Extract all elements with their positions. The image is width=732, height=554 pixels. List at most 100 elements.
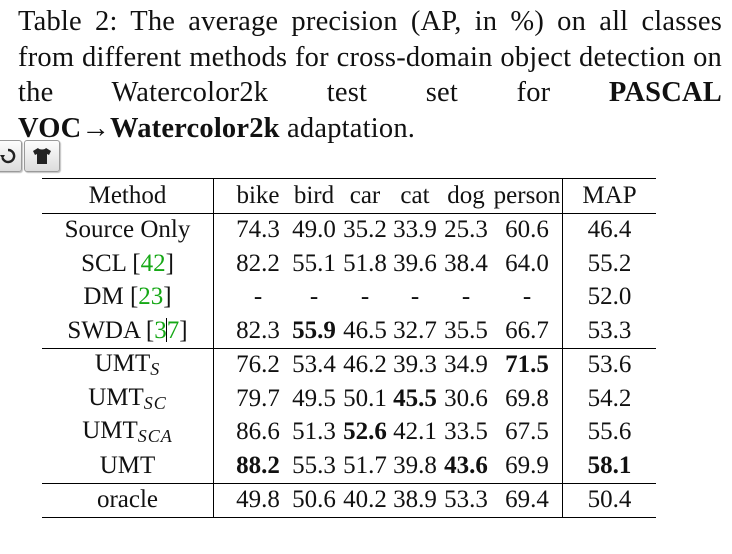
caption-text: Table 2: The average precision (AP, in %… (18, 6, 722, 108)
cell-car: - (360, 283, 370, 311)
header-cat: cat (390, 178, 440, 213)
cell-car: 35.2 (340, 212, 390, 247)
row-method: UMTS (42, 347, 214, 382)
cell-person: 60.6 (492, 212, 563, 247)
cell-dog: 38.4 (444, 249, 488, 277)
citation-link[interactable]: 7 (166, 316, 180, 344)
cell-bird: 55.9 (292, 316, 336, 344)
cell-person: 66.7 (505, 316, 549, 344)
cell-person: 71.5 (492, 347, 563, 382)
cell-bike: 49.8 (213, 482, 288, 518)
floating-toolbar (0, 140, 60, 172)
cell-bike: 79.7 (236, 384, 280, 412)
cell-person: - (522, 283, 532, 311)
table-row: UMTSCA 86.6 51.3 52.6 42.1 33.5 67.5 55.… (42, 415, 656, 449)
cell-dog: 25.3 (440, 212, 492, 247)
table-row: oracle 49.8 50.6 40.2 38.9 53.3 69.4 50.… (42, 482, 656, 518)
cell-bird: 50.6 (288, 482, 340, 518)
cell-person: 69.8 (505, 384, 549, 412)
table-row: UMTS 76.2 53.4 46.2 39.3 34.9 71.5 53.6 (42, 347, 656, 382)
method-name: UMT (82, 417, 138, 445)
results-table: Method bike bird car cat dog person MAP … (42, 178, 656, 518)
row-method: UMTSCA (42, 415, 214, 449)
table-row: UMT 88.2 55.3 51.7 39.8 43.6 69.9 58.1 (42, 449, 656, 483)
cell-cat: 39.8 (393, 451, 437, 479)
shirt-icon (33, 148, 51, 164)
table-row: SWDA [37] 82.3 55.9 46.5 32.7 35.5 66.7 … (42, 314, 656, 348)
cell-bird: 55.3 (292, 451, 336, 479)
header-dog: dog (440, 178, 492, 213)
cell-map: 52.0 (562, 280, 656, 314)
row-method: SCL [42] (42, 247, 214, 281)
cell-person: 69.4 (492, 482, 563, 518)
rotate-icon (0, 148, 16, 164)
cell-map: 54.2 (562, 382, 656, 416)
caption-text-end: adaptation. (279, 112, 416, 144)
cell-bird: 55.1 (292, 249, 336, 277)
header-person: person (492, 178, 563, 213)
cell-bike: 82.2 (236, 249, 280, 277)
row-method: oracle (42, 482, 214, 518)
cell-cat: 39.6 (393, 249, 437, 277)
header-bird: bird (288, 178, 340, 213)
cell-bird: 49.5 (292, 384, 336, 412)
citation-link[interactable]: 42 (140, 249, 166, 277)
header-car: car (340, 178, 390, 213)
cell-car: 46.2 (340, 347, 390, 382)
cell-car: 50.1 (343, 384, 387, 412)
method-name: SWDA (67, 316, 140, 344)
text-cursor (166, 317, 168, 342)
method-subscript: SCA (137, 426, 173, 447)
cell-dog: 34.9 (440, 347, 492, 382)
row-method: UMT (42, 449, 214, 483)
cell-dog: 53.3 (440, 482, 492, 518)
cell-car: 52.6 (343, 418, 387, 446)
cell-map: 46.4 (562, 212, 656, 247)
cell-bike: - (253, 283, 263, 311)
cell-bird: - (309, 283, 319, 311)
cell-dog: 43.6 (444, 451, 488, 479)
method-name: UMT (94, 350, 151, 378)
cell-cat: 32.7 (393, 316, 437, 344)
row-method: DM [23] (42, 280, 214, 314)
header-method: Method (42, 178, 214, 213)
cell-bird: 53.4 (288, 347, 340, 382)
cell-bike: 86.6 (236, 418, 280, 446)
table-row: SCL [42] 82.2 55.1 51.8 39.6 38.4 64.0 5… (42, 247, 656, 281)
method-name: DM (83, 283, 124, 311)
method-name: SCL (81, 249, 126, 277)
cell-bike: 74.3 (213, 212, 288, 247)
table-row: DM [23] - - - - - - 52.0 (42, 280, 656, 314)
cell-bike: 88.2 (236, 451, 280, 479)
caption-bold-text: PASCAL VOC→Watercolor2k (18, 77, 722, 144)
cell-dog: 35.5 (444, 316, 488, 344)
method-name: UMT (88, 383, 144, 411)
cell-bike: 76.2 (213, 347, 288, 382)
cell-map: 50.4 (562, 482, 656, 518)
rotate-button[interactable] (0, 140, 22, 172)
cell-car: 51.8 (343, 249, 387, 277)
cell-cat: 33.9 (390, 212, 440, 247)
table-row: Source Only 74.3 49.0 35.2 33.9 25.3 60.… (42, 212, 656, 247)
row-method: Source Only (42, 212, 214, 247)
citation-link[interactable]: 3 (154, 316, 167, 344)
shirt-button[interactable] (24, 140, 60, 172)
cell-dog: - (461, 283, 471, 311)
cell-bird: 49.0 (288, 212, 340, 247)
cell-map: 53.3 (562, 314, 656, 348)
citation-link[interactable]: 23 (138, 283, 164, 311)
table-header-row: Method bike bird car cat dog person MAP (42, 178, 656, 213)
cell-map: 58.1 (562, 449, 656, 483)
cell-cat: 38.9 (390, 482, 440, 518)
cell-person: 69.9 (505, 451, 549, 479)
cell-person: 64.0 (505, 249, 549, 277)
row-method: SWDA [37] (42, 314, 214, 348)
cell-bike: 82.3 (236, 316, 280, 344)
cell-cat: - (410, 283, 420, 311)
header-map: MAP (562, 178, 656, 213)
cell-cat: 39.3 (390, 347, 440, 382)
header-bike: bike (213, 178, 288, 213)
cell-person: 67.5 (505, 418, 549, 446)
table-row: UMTSC 79.7 49.5 50.1 45.5 30.6 69.8 54.2 (42, 382, 656, 416)
cell-dog: 33.5 (444, 418, 488, 446)
